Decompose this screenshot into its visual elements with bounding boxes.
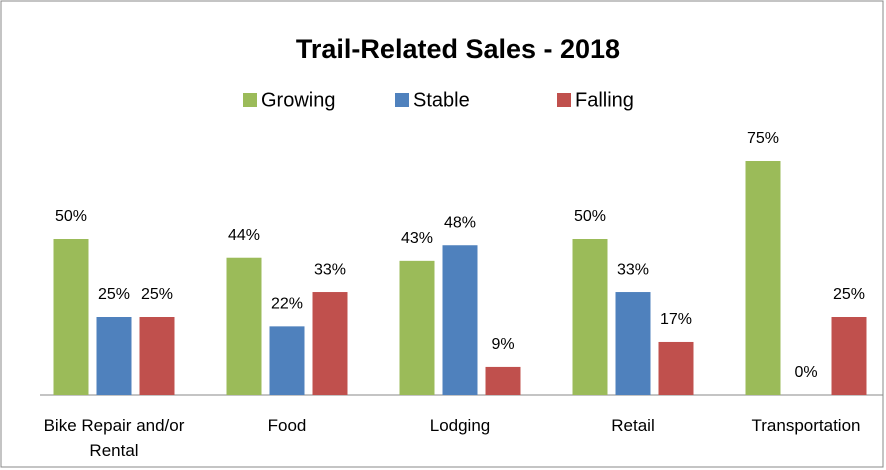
data-label: 50% (55, 208, 87, 225)
bar (615, 292, 651, 395)
data-label: 50% (574, 208, 606, 225)
legend-swatch (243, 93, 257, 107)
data-label: 75% (747, 130, 779, 147)
bar (572, 239, 608, 395)
legend-label: Growing (261, 89, 335, 111)
data-label: 22% (271, 296, 303, 313)
data-label: 33% (314, 261, 346, 278)
data-label: 25% (141, 286, 173, 303)
legend-label: Stable (413, 89, 470, 111)
bar (399, 260, 435, 395)
x-tick-label: Lodging (429, 416, 491, 435)
x-tick-label: Food (267, 416, 307, 435)
data-label: 48% (444, 214, 476, 231)
data-label: 9% (491, 336, 514, 353)
chart-title: Trail-Related Sales - 2018 (296, 34, 620, 64)
bar (485, 366, 521, 395)
x-tick-label: Retail (611, 416, 655, 435)
bar (53, 239, 89, 395)
data-label: 25% (98, 286, 130, 303)
bar (312, 292, 348, 395)
data-label: 0% (794, 364, 817, 381)
bar (226, 257, 262, 395)
bar (269, 326, 305, 395)
data-label: 25% (833, 286, 865, 303)
x-tick-label: Bike Repair and/or Rental (43, 416, 185, 460)
data-label: 33% (617, 261, 649, 278)
bar (831, 317, 867, 395)
x-tick-label: Transportation (751, 416, 861, 435)
bar (96, 317, 132, 395)
legend-swatch (395, 93, 409, 107)
bar (658, 341, 694, 395)
bar (745, 161, 781, 395)
bar (139, 317, 175, 395)
legend-swatch (557, 93, 571, 107)
data-label: 44% (228, 227, 260, 244)
data-label: 17% (660, 311, 692, 328)
data-label: 43% (401, 230, 433, 247)
legend-label: Falling (575, 89, 634, 111)
bar (442, 245, 478, 395)
